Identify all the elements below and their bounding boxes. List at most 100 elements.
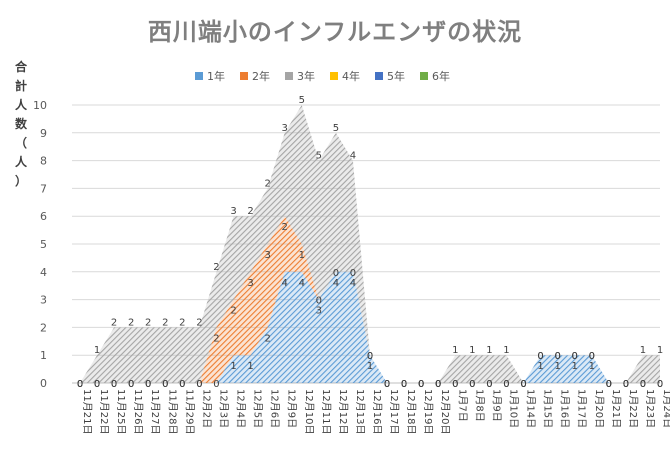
y-axis-label-char: ） bbox=[14, 174, 27, 188]
x-tick-label: 12月13日 bbox=[354, 389, 366, 434]
data-label: 0 bbox=[94, 379, 100, 390]
data-label: 0 bbox=[77, 379, 83, 390]
legend-swatch bbox=[195, 72, 203, 80]
area-series-2 bbox=[80, 216, 660, 383]
data-label: 0 bbox=[111, 379, 117, 390]
data-label: 2 bbox=[196, 317, 202, 328]
x-tick-label: 1月10日 bbox=[507, 389, 519, 428]
y-tick-label: 0 bbox=[40, 377, 47, 390]
data-label: 0 bbox=[162, 379, 168, 390]
chart-title: 西川端小のインフルエンザの状況 bbox=[147, 18, 523, 46]
data-label: 1 bbox=[94, 345, 100, 356]
data-label: 0 bbox=[503, 379, 509, 390]
x-tick-label: 12月3日 bbox=[217, 389, 229, 428]
data-label: 0 bbox=[179, 379, 185, 390]
data-label: 0 bbox=[401, 379, 407, 390]
data-label: 1 bbox=[657, 345, 663, 356]
data-label: 0 bbox=[213, 379, 219, 390]
data-label: 1 bbox=[486, 345, 492, 356]
y-tick-label: 9 bbox=[40, 127, 47, 140]
x-tick-label: 12月18日 bbox=[405, 389, 417, 434]
data-label: 0 bbox=[486, 379, 492, 390]
data-label: 1 bbox=[503, 345, 509, 356]
data-label: 0 bbox=[367, 351, 373, 362]
y-tick-label: 7 bbox=[40, 182, 47, 195]
data-label: 0 bbox=[469, 379, 475, 390]
y-tick-label: 4 bbox=[40, 266, 47, 279]
x-tick-label: 11月29日 bbox=[183, 389, 195, 434]
data-label: 2 bbox=[213, 333, 219, 344]
data-label: 0 bbox=[367, 351, 373, 362]
y-axis-label-char: （ bbox=[14, 136, 27, 150]
data-label: 0 bbox=[77, 379, 83, 390]
data-label: 0 bbox=[469, 379, 475, 390]
data-label: 0 bbox=[486, 379, 492, 390]
area-series-1 bbox=[80, 271, 660, 383]
x-tick-label: 1月21日 bbox=[610, 389, 622, 428]
data-label: 0 bbox=[435, 379, 441, 390]
data-label: 2 bbox=[111, 317, 117, 328]
data-label: 3 bbox=[316, 306, 322, 317]
x-tick-label: 12月9日 bbox=[286, 389, 298, 428]
data-label: 0 bbox=[503, 379, 509, 390]
data-label: 0 bbox=[657, 379, 663, 390]
data-label: 0 bbox=[520, 379, 526, 390]
data-label: 0 bbox=[128, 379, 134, 390]
data-label: 5 bbox=[333, 123, 339, 134]
data-label: 0 bbox=[111, 379, 117, 390]
data-label: 0 bbox=[520, 379, 526, 390]
data-label: 0 bbox=[657, 379, 663, 390]
y-tick-label: 8 bbox=[40, 155, 47, 168]
legend-item: 4年 bbox=[342, 69, 360, 83]
x-tick-label: 12月19日 bbox=[422, 389, 434, 434]
legend-swatch bbox=[420, 72, 428, 80]
data-label: 0 bbox=[572, 351, 578, 362]
data-label: 0 bbox=[435, 379, 441, 390]
data-label: 3 bbox=[264, 250, 270, 261]
data-label: 2 bbox=[179, 317, 185, 328]
data-label: 0 bbox=[333, 268, 339, 279]
data-label: 4 bbox=[282, 278, 288, 289]
x-tick-label: 12月16日 bbox=[371, 389, 383, 434]
x-tick-label: 1月15日 bbox=[542, 389, 554, 428]
data-label: 0 bbox=[384, 379, 390, 390]
data-label: 2 bbox=[145, 317, 151, 328]
y-axis-label-char: 計 bbox=[14, 79, 27, 93]
x-tick-label: 11月28日 bbox=[166, 389, 178, 434]
data-label: 2 bbox=[282, 222, 288, 233]
legend-swatch bbox=[240, 72, 248, 80]
y-tick-label: 5 bbox=[40, 238, 47, 251]
data-label: 2 bbox=[264, 333, 270, 344]
data-label: 4 bbox=[333, 278, 339, 289]
data-label: 1 bbox=[537, 361, 543, 372]
data-label: 0 bbox=[128, 379, 134, 390]
data-label: 0 bbox=[623, 379, 629, 390]
data-label: 0 bbox=[384, 379, 390, 390]
x-tick-label: 12月12日 bbox=[337, 389, 349, 434]
x-tick-label: 12月2日 bbox=[200, 389, 212, 428]
x-tick-label: 1月9日 bbox=[490, 389, 502, 422]
data-label: 0 bbox=[606, 379, 612, 390]
data-label: 0 bbox=[418, 379, 424, 390]
data-label: 2 bbox=[128, 317, 134, 328]
data-label: 0 bbox=[179, 379, 185, 390]
data-label: 0 bbox=[640, 379, 646, 390]
x-tick-label: 12月4日 bbox=[235, 389, 247, 428]
x-tick-label: 1月24日 bbox=[661, 389, 670, 428]
data-label: 0 bbox=[589, 351, 595, 362]
data-label: 0 bbox=[554, 351, 560, 362]
legend-item: 1年 bbox=[207, 69, 225, 83]
data-label: 2 bbox=[264, 178, 270, 189]
data-label: 0 bbox=[606, 379, 612, 390]
x-tick-label: 11月22日 bbox=[98, 389, 110, 434]
data-label: 0 bbox=[145, 379, 151, 390]
data-label: 0 bbox=[537, 351, 543, 362]
legend-item: 6年 bbox=[432, 69, 450, 83]
x-tick-label: 12月17日 bbox=[388, 389, 400, 434]
x-tick-label: 11月25日 bbox=[115, 389, 127, 434]
data-label: 3 bbox=[282, 123, 288, 134]
legend-item: 5年 bbox=[387, 69, 405, 83]
x-tick-label: 12月5日 bbox=[252, 389, 264, 428]
